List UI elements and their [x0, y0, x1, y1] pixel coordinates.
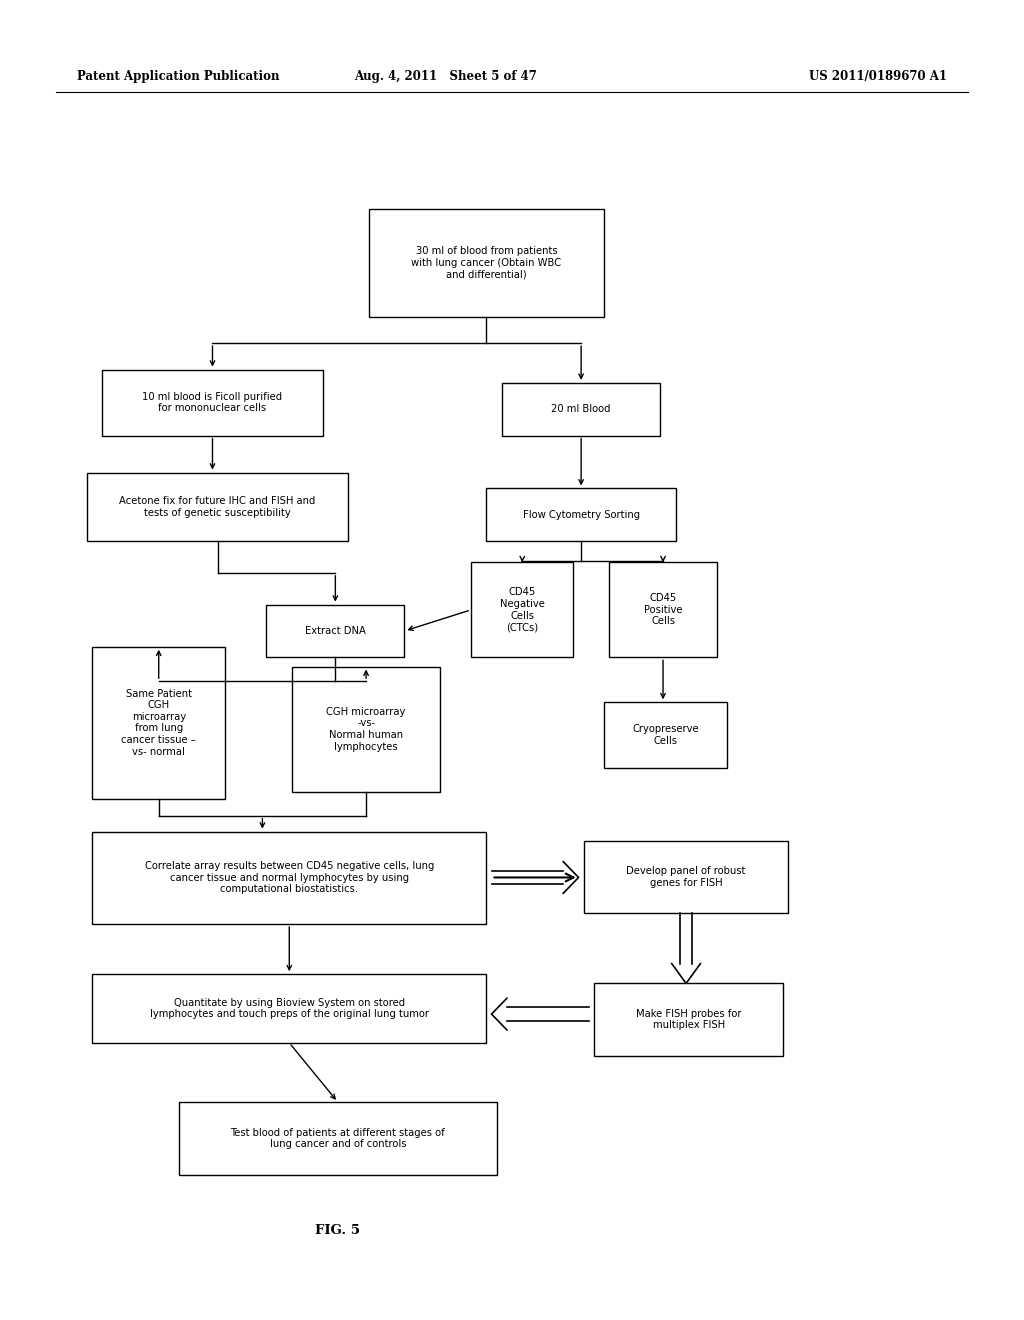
FancyBboxPatch shape — [292, 667, 440, 792]
FancyBboxPatch shape — [92, 974, 486, 1043]
Text: Flow Cytometry Sorting: Flow Cytometry Sorting — [522, 510, 640, 520]
Text: Same Patient
CGH
microarray
from lung
cancer tissue –
vs- normal: Same Patient CGH microarray from lung ca… — [122, 689, 196, 756]
Text: FIG. 5: FIG. 5 — [315, 1224, 360, 1237]
Text: Make FISH probes for
multiplex FISH: Make FISH probes for multiplex FISH — [636, 1008, 741, 1031]
Text: Patent Application Publication: Patent Application Publication — [77, 70, 280, 83]
FancyBboxPatch shape — [266, 605, 404, 657]
FancyBboxPatch shape — [471, 562, 573, 657]
Text: Correlate array results between CD45 negative cells, lung
cancer tissue and norm: Correlate array results between CD45 neg… — [144, 861, 434, 895]
FancyBboxPatch shape — [584, 841, 788, 913]
Text: Cryopreserve
Cells: Cryopreserve Cells — [632, 725, 699, 746]
FancyBboxPatch shape — [502, 383, 660, 436]
FancyBboxPatch shape — [604, 702, 727, 768]
FancyBboxPatch shape — [594, 983, 783, 1056]
Text: US 2011/0189670 A1: US 2011/0189670 A1 — [809, 70, 947, 83]
Text: 10 ml blood is Ficoll purified
for mononuclear cells: 10 ml blood is Ficoll purified for monon… — [142, 392, 283, 413]
Text: CD45
Negative
Cells
(CTCs): CD45 Negative Cells (CTCs) — [500, 587, 545, 632]
Text: 20 ml Blood: 20 ml Blood — [551, 404, 611, 414]
Text: 30 ml of blood from patients
with lung cancer (Obtain WBC
and differential): 30 ml of blood from patients with lung c… — [412, 246, 561, 280]
FancyBboxPatch shape — [369, 209, 604, 317]
Text: CD45
Positive
Cells: CD45 Positive Cells — [644, 593, 682, 627]
FancyBboxPatch shape — [609, 562, 717, 657]
FancyBboxPatch shape — [92, 647, 225, 799]
FancyBboxPatch shape — [486, 488, 676, 541]
Text: Aug. 4, 2011   Sheet 5 of 47: Aug. 4, 2011 Sheet 5 of 47 — [354, 70, 537, 83]
Text: CGH microarray
-vs-
Normal human
lymphocytes: CGH microarray -vs- Normal human lymphoc… — [327, 708, 406, 751]
Text: Quantitate by using Bioview System on stored
lymphocytes and touch preps of the : Quantitate by using Bioview System on st… — [150, 998, 429, 1019]
Text: Extract DNA: Extract DNA — [305, 626, 366, 636]
Text: Acetone fix for future IHC and FISH and
tests of genetic susceptibility: Acetone fix for future IHC and FISH and … — [120, 496, 315, 517]
FancyBboxPatch shape — [179, 1102, 497, 1175]
FancyBboxPatch shape — [102, 370, 323, 436]
FancyBboxPatch shape — [87, 473, 348, 541]
Text: Develop panel of robust
genes for FISH: Develop panel of robust genes for FISH — [627, 866, 745, 888]
Text: Test blood of patients at different stages of
lung cancer and of controls: Test blood of patients at different stag… — [230, 1127, 445, 1150]
FancyBboxPatch shape — [92, 832, 486, 924]
